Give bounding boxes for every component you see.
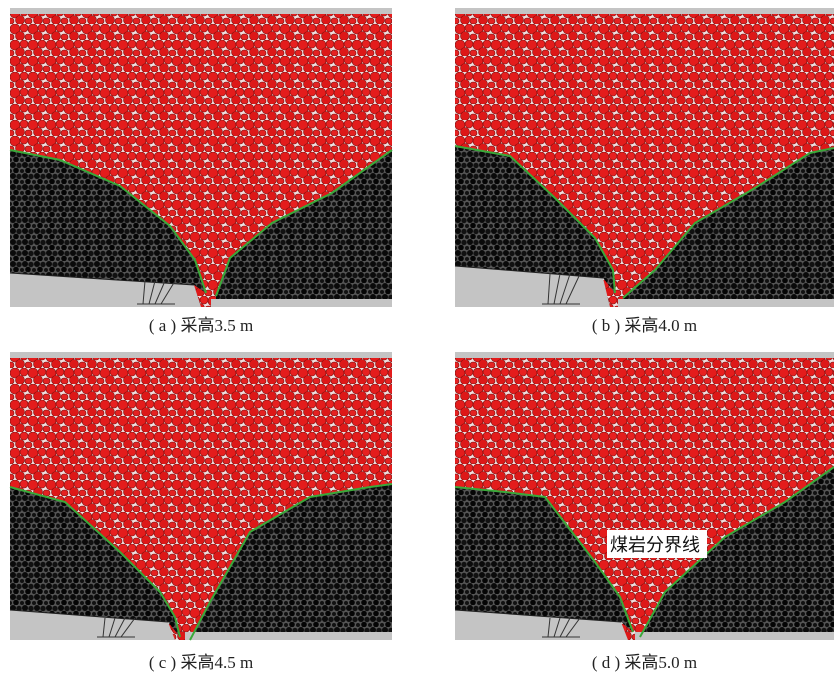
panel-caption: ( d ) 采高5.0 m <box>592 653 697 672</box>
panel-caption: ( c ) 采高4.5 m <box>149 653 253 672</box>
simulation-panel <box>10 8 392 307</box>
simulation-panel <box>455 8 834 307</box>
panel-caption: ( b ) 采高4.0 m <box>592 316 697 335</box>
simulation-panel <box>10 352 392 640</box>
floor <box>618 299 834 307</box>
simulation-panel <box>455 352 834 640</box>
floor <box>635 632 834 640</box>
panel-caption: ( a ) 采高3.5 m <box>149 316 253 335</box>
floor <box>185 632 392 640</box>
annotation: 煤岩分界线 <box>610 535 700 556</box>
figure: ( a ) 采高3.5 m ( b ) 采高4.0 m ( c ) 采高4.5 m (… <box>0 0 834 686</box>
floor <box>211 299 392 307</box>
